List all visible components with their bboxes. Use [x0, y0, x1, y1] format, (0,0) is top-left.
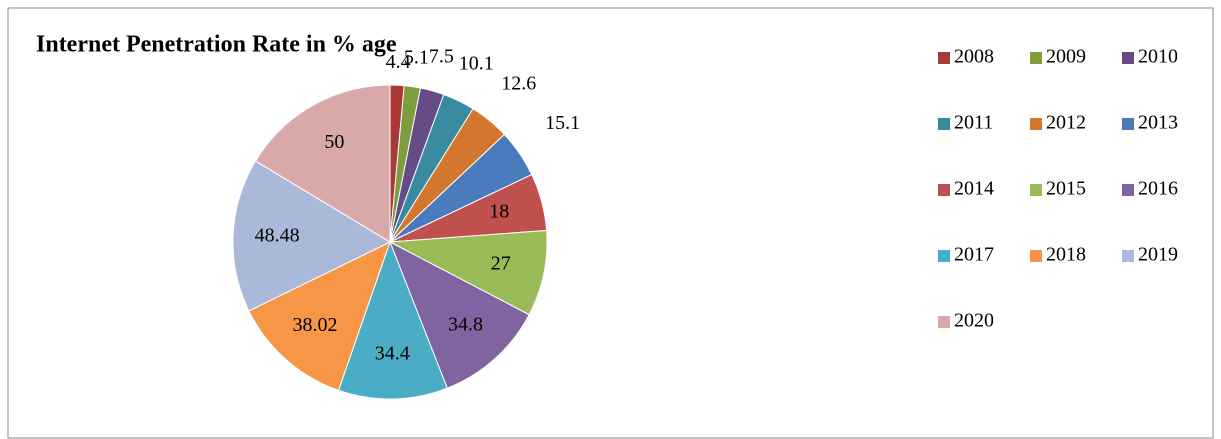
chart-title: Internet Penetration Rate in % age: [36, 32, 397, 58]
legend-label: 2015: [1046, 178, 1086, 200]
legend-swatch: [938, 250, 950, 262]
legend-label: 2008: [954, 46, 994, 68]
legend-label: 2011: [954, 112, 993, 134]
pie-slice: [389, 240, 530, 389]
legend-label: 2012: [1046, 112, 1086, 134]
data-label: 4.4: [386, 51, 411, 73]
legend-label: 2019: [1138, 244, 1178, 266]
legend-swatch: [1030, 250, 1042, 262]
legend-label: 2010: [1138, 46, 1178, 68]
legend-swatch: [938, 52, 950, 64]
pie-slice: [337, 240, 448, 400]
pie-slice: [248, 241, 391, 391]
data-label: 18: [489, 201, 509, 223]
data-label: 34.4: [375, 343, 410, 365]
data-label: 10.1: [459, 53, 494, 75]
data-label: 7.5: [429, 46, 454, 68]
pie-slice: [232, 160, 392, 312]
legend-label: 2013: [1138, 112, 1178, 134]
data-label: 12.6: [501, 73, 536, 95]
data-label: 34.8: [448, 314, 483, 336]
legend-label: 2017: [954, 244, 994, 266]
legend-swatch: [938, 316, 950, 328]
legend-label: 2009: [1046, 46, 1086, 68]
legend-swatch: [1122, 52, 1134, 64]
pie-slice: [254, 84, 391, 243]
data-label: 38.02: [293, 314, 338, 336]
data-label: 48.48: [255, 225, 300, 247]
chart-frame: [7, 7, 1214, 439]
data-label: 5.1: [404, 46, 429, 68]
legend-label: 2014: [954, 178, 994, 200]
pie-slice: [388, 229, 548, 316]
legend-swatch: [1122, 250, 1134, 262]
legend-swatch: [1122, 184, 1134, 196]
data-label: 50: [324, 131, 344, 153]
legend-swatch: [1030, 184, 1042, 196]
legend-label: 2018: [1046, 244, 1086, 266]
data-label: 15.1: [545, 112, 580, 134]
legend-swatch: [1030, 52, 1042, 64]
legend-swatch: [1122, 118, 1134, 130]
data-label: 27: [491, 253, 511, 275]
legend-swatch: [938, 118, 950, 130]
legend-swatch: [1030, 118, 1042, 130]
legend-label: 2020: [954, 310, 994, 332]
legend-swatch: [938, 184, 950, 196]
legend-label: 2016: [1138, 178, 1178, 200]
